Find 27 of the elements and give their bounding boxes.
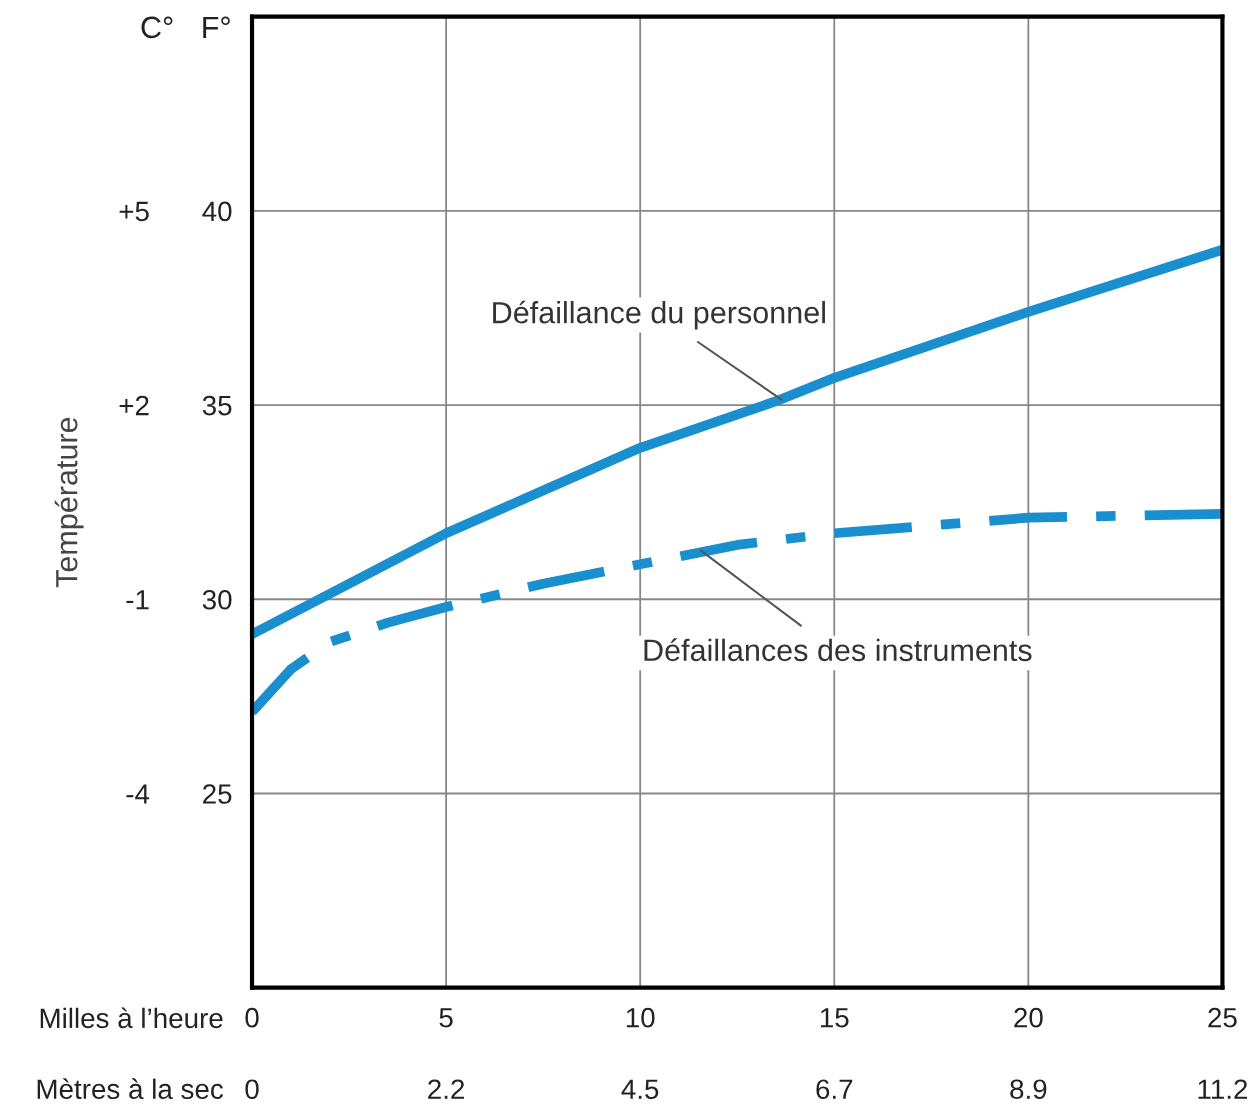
x-tick-label: 25 xyxy=(1208,1007,1237,1028)
x2-tick-label: 8.9 xyxy=(1010,1079,1047,1100)
x2-tick-label: 2.2 xyxy=(428,1079,465,1099)
y-tick-label: 30 xyxy=(202,589,232,610)
x2-axis-title: Mètres à la sec xyxy=(37,1078,224,1100)
text: F° xyxy=(203,16,230,38)
x-tick-label: 0 xyxy=(245,1007,259,1028)
y2-tick-label: +2 xyxy=(119,395,149,416)
text: C° xyxy=(141,16,173,39)
y2-tick-label: -1 xyxy=(126,590,149,610)
x2-tick-label: 4.5 xyxy=(621,1079,659,1100)
x-tick-label: 20 xyxy=(1014,1007,1043,1028)
x2-tick-label: 0 xyxy=(245,1079,259,1100)
y2-tick-label: +5 xyxy=(119,201,149,222)
y-tick-label: 25 xyxy=(203,784,232,804)
x-tick-label: 15 xyxy=(820,1008,849,1028)
y2-axis-title: Température xyxy=(54,417,84,588)
annotation: Défaillance du personnel xyxy=(493,300,825,330)
annotation: Défaillances des instruments xyxy=(644,638,1032,662)
x2-tick-label: 6.7 xyxy=(816,1079,853,1100)
x-tick-label: 5 xyxy=(439,1008,453,1028)
x-axis-title: Milles à l’heure xyxy=(40,1007,223,1029)
y-tick-label: 40 xyxy=(202,201,232,222)
x-tick-label: 10 xyxy=(626,1007,655,1028)
y2-tick-label: -4 xyxy=(126,784,150,804)
x2-tick-label: 11.2 xyxy=(1198,1079,1248,1099)
y-tick-label: 35 xyxy=(202,395,232,416)
